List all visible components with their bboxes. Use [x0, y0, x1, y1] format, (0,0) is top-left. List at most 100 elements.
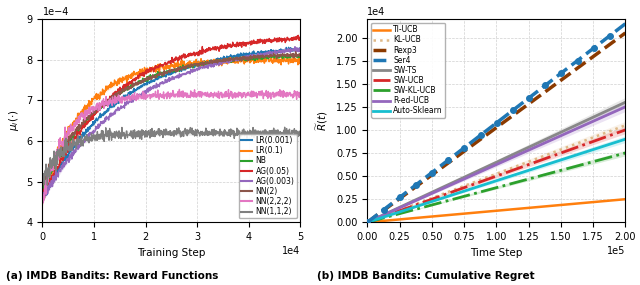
TI-UCB [550, 204, 557, 207]
LR(0.1) [297, 60, 305, 63]
Auto-Sklearn [394, 211, 402, 214]
LR(0.1) [196, 64, 204, 68]
NN(2,2,2) [189, 91, 196, 94]
NB [38, 189, 46, 192]
R-ed-UCB [621, 105, 629, 109]
Line: Auto-Sklearn: Auto-Sklearn [367, 139, 625, 222]
KL-UCB [364, 221, 371, 224]
Legend: TI-UCB, KL-UCB, Rexp3, Ser4, SW-TS, SW-UCB, SW-KL-UCB, R-ed-UCB, Auto-Sklearn: TI-UCB, KL-UCB, Rexp3, Ser4, SW-TS, SW-U… [371, 23, 445, 118]
NB [297, 54, 305, 57]
AG(0.05) [261, 42, 269, 45]
SW-TS [621, 101, 629, 104]
NN(2,2,2) [235, 93, 243, 96]
NN(2,2,2) [297, 92, 305, 95]
KL-UCB [526, 160, 534, 163]
Text: (b) IMDB Bandits: Cumulative Regret: (b) IMDB Bandits: Cumulative Regret [317, 271, 534, 281]
AG(0.003) [55, 170, 63, 173]
NN(2) [196, 62, 204, 66]
R-ed-UCB [526, 148, 534, 151]
NN(1,1,2) [297, 134, 305, 138]
SW-TS [364, 221, 371, 224]
AG(0.003) [38, 196, 46, 199]
SW-KL-UCB [447, 198, 455, 201]
NB [195, 64, 203, 68]
KL-UCB [447, 189, 455, 192]
Rexp3 [621, 31, 629, 35]
SW-UCB [551, 153, 559, 157]
Line: Ser4: Ser4 [367, 24, 625, 222]
R-ed-UCB [447, 183, 455, 186]
LR(0.001) [39, 196, 47, 200]
Rexp3 [364, 221, 371, 224]
NN(2,2,2) [55, 158, 63, 161]
LR(0.001) [189, 64, 196, 68]
Line: AG(0.003): AG(0.003) [42, 47, 301, 199]
NN(2,2,2) [204, 91, 211, 94]
NB [54, 152, 62, 155]
Line: NN(2,2,2): NN(2,2,2) [42, 89, 301, 203]
AG(0.003) [196, 64, 204, 68]
AG(0.05) [294, 34, 302, 37]
LR(0.001) [261, 50, 269, 54]
SW-UCB [550, 154, 557, 157]
LR(0.001) [38, 195, 46, 198]
SW-KL-UCB [526, 177, 534, 180]
NN(1,1,2) [204, 129, 211, 133]
Ser4 [526, 96, 534, 99]
TI-UCB [364, 221, 371, 224]
NN(1,1,2) [44, 184, 51, 187]
Rexp3 [551, 83, 559, 86]
Auto-Sklearn [550, 160, 557, 164]
Line: SW-UCB: SW-UCB [367, 130, 625, 222]
KL-UCB [466, 182, 474, 186]
SW-UCB [394, 209, 402, 213]
Ser4 [551, 76, 559, 80]
Ser4 [364, 221, 371, 224]
Line: Rexp3: Rexp3 [367, 33, 625, 222]
AG(0.003) [291, 45, 299, 48]
Auto-Sklearn [466, 188, 474, 191]
LR(0.1) [261, 57, 269, 60]
LR(0.1) [38, 192, 46, 195]
KL-UCB [621, 124, 629, 127]
Text: (a) IMDB Bandits: Reward Functions: (a) IMDB Bandits: Reward Functions [6, 271, 218, 281]
LR(0.1) [204, 61, 211, 64]
NN(2,2,2) [38, 194, 46, 197]
Line: AG(0.05): AG(0.05) [42, 35, 301, 201]
Line: LR(0.1): LR(0.1) [42, 56, 301, 199]
R-ed-UCB [364, 221, 371, 224]
NN(2,2,2) [39, 201, 47, 205]
NN(2) [204, 62, 211, 66]
Y-axis label: $\widetilde{R}(t)$: $\widetilde{R}(t)$ [315, 111, 330, 131]
LR(0.1) [55, 154, 63, 157]
NN(1,1,2) [55, 154, 63, 158]
AG(0.003) [261, 51, 269, 55]
X-axis label: Training Step: Training Step [138, 248, 205, 258]
Ser4 [550, 77, 557, 81]
SW-TS [526, 145, 534, 148]
Auto-Sklearn [364, 221, 371, 224]
NN(2,2,2) [175, 88, 183, 91]
Rexp3 [394, 198, 402, 201]
Line: NB: NB [42, 54, 301, 190]
NB [266, 52, 274, 56]
Ser4 [466, 142, 474, 145]
Line: KL-UCB: KL-UCB [367, 125, 625, 222]
Ser4 [394, 197, 402, 200]
Rexp3 [526, 101, 534, 105]
Line: R-ed-UCB: R-ed-UCB [367, 107, 625, 222]
SW-TS [466, 173, 474, 176]
TI-UCB [466, 211, 474, 215]
NN(2) [38, 183, 46, 186]
NN(2) [292, 50, 300, 54]
NN(2) [40, 184, 48, 188]
NN(1,1,2) [261, 132, 269, 135]
Rexp3 [447, 159, 455, 162]
SW-UCB [466, 184, 474, 188]
NN(2) [297, 52, 305, 55]
Line: LR(0.001): LR(0.001) [42, 47, 301, 198]
AG(0.003) [297, 47, 305, 51]
Line: NN(1,1,2): NN(1,1,2) [42, 127, 301, 185]
Auto-Sklearn [621, 137, 629, 141]
X-axis label: Time Step: Time Step [470, 248, 522, 258]
